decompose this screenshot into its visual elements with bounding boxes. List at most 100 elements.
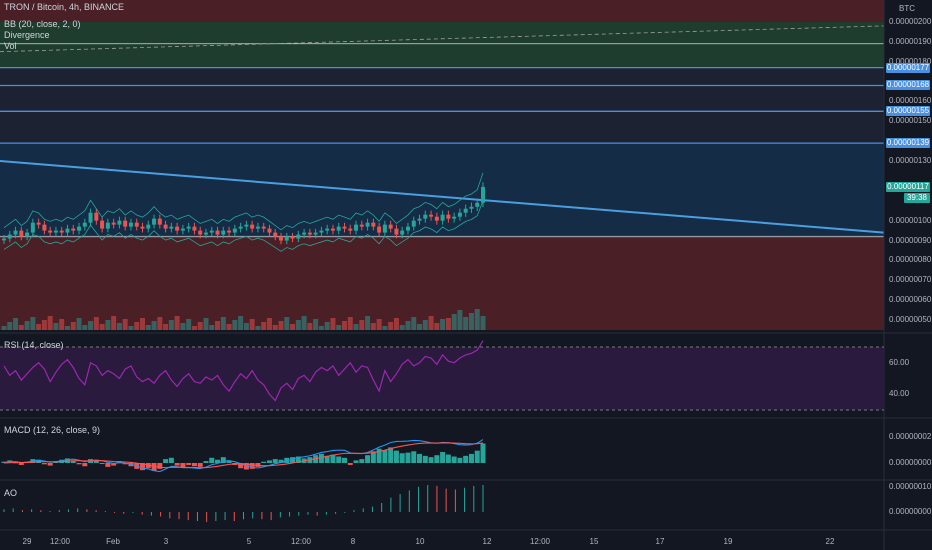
divergence-legend[interactable]: Divergence [4,30,50,40]
macd-histogram-bar [261,461,267,463]
volume-bar [451,314,457,330]
candle-body [250,224,255,229]
ao-legend[interactable]: AO [4,488,18,498]
candle-body [434,216,439,221]
candle-body [244,224,249,227]
macd-histogram-bar [290,457,296,463]
candle-body [400,230,405,235]
volume-bar [336,325,342,330]
volume-bar [47,316,53,330]
vol-legend[interactable]: Vol [4,41,17,51]
macd-histogram-bar [18,463,24,465]
macd-histogram-bar [209,457,215,463]
candle-body [365,222,370,227]
time-tick-label: 3 [163,537,169,546]
candle-body [88,212,93,223]
candle-body [423,214,428,219]
volume-bar [41,320,47,330]
candle-body [198,230,203,235]
macd-histogram-bar [382,450,388,463]
candle-body [232,228,237,233]
candle-body [30,222,35,233]
price-tick-label: 0.00000080 [889,255,932,265]
currency-label: BTC [899,4,915,13]
price-tick-label: 0.00000070 [889,275,932,285]
candle-body [59,230,64,233]
volume-bar [266,318,272,330]
trend-line [0,160,885,234]
macd-legend[interactable]: MACD (12, 26, close, 9) [4,425,101,435]
candle-body [42,224,47,231]
macd-histogram-bar [353,460,359,463]
volume-bar [174,316,180,330]
candle-body [302,232,307,235]
rsi-tick-label: 40.00 [889,389,910,399]
resistance-zone-top [0,0,884,22]
candle-body [221,230,226,235]
macd-histogram-bar [474,450,480,463]
ao-tick-label: 0.00000000 [889,507,932,516]
volume-bar [209,325,215,330]
macd-histogram-bar [82,463,88,467]
volume-bar [370,323,376,330]
candle-body [348,228,353,231]
candle-body [123,220,128,227]
macd-histogram-bar [220,457,226,463]
candle-body [186,226,191,229]
volume-bar [24,321,30,330]
candle-body [255,226,260,229]
macd-histogram-bar [463,455,469,463]
volume-bar [151,321,157,330]
volume-bar [243,323,249,330]
candle-body [284,236,289,241]
volume-bar [278,321,284,330]
candle-body [336,226,341,231]
candle-body [53,230,58,233]
volume-bar [70,322,76,330]
volume-bar [186,319,192,330]
candle-body [290,236,295,239]
volume-bar [226,324,232,330]
macd-histogram-bar [399,453,405,463]
symbol-legend: TRON / Bitcoin, 4h, BINANCE [4,2,124,13]
volume-bar [122,319,128,330]
volume-bar [255,326,261,330]
candle-body [203,232,208,235]
time-tick-label: 17 [655,537,665,546]
volume-bar [417,324,423,330]
macd-histogram-bar [272,459,278,463]
candle-body [82,222,87,227]
candle-body [7,234,12,239]
price-label-last-price: 0.00000117 [886,181,930,192]
candle-body [267,228,272,233]
volume-bar [353,324,359,330]
rsi-legend[interactable]: RSI (14, close) [4,340,64,350]
candle-body [192,226,197,231]
macd-histogram-bar [451,456,457,463]
volume-bar [18,325,24,330]
macd-histogram-bar [180,463,186,468]
macd-histogram-bar [468,453,474,463]
candle-body [261,226,266,229]
volume-bar [82,325,88,330]
symbol-title: TRON / Bitcoin, 4h, BINANCE [4,2,125,12]
macd-histogram-bar [318,453,324,463]
candle-body [175,226,180,231]
macd-histogram-bar [249,463,255,469]
candle-body [273,232,278,237]
volume-bar [1,326,7,330]
candle-body [48,230,53,233]
volume-bar [295,320,301,330]
macd-histogram-bar [99,463,105,464]
volume-bar [290,324,296,330]
candle-body [429,214,434,217]
signal-line [3,442,484,469]
candle-body [377,226,382,233]
volume-bar [180,323,186,330]
macd-histogram-bar [47,463,53,466]
volume-bar [30,317,36,330]
time-tick-label: 12:00 [529,537,551,546]
bb-legend[interactable]: BB (20, close, 2, 0) [4,19,81,29]
volume-bar [445,318,451,330]
